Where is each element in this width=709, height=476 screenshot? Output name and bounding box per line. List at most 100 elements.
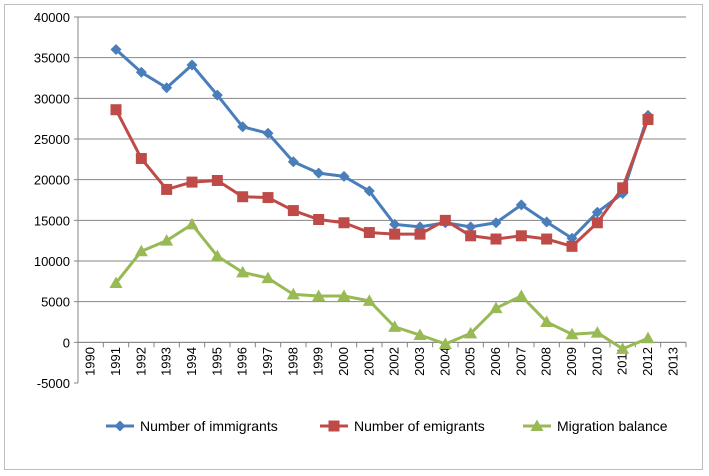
data-point: [616, 342, 630, 354]
legend-label: Migration balance: [557, 418, 668, 434]
data-point: [363, 185, 375, 197]
y-tick-label: -5000: [37, 376, 70, 391]
x-tick-label: 2008: [539, 347, 554, 376]
data-point: [110, 44, 122, 56]
x-tick-label: 2002: [387, 347, 402, 376]
data-point: [135, 66, 147, 78]
data-point: [211, 174, 223, 186]
y-tick-label: 30000: [34, 91, 70, 106]
x-tick-label: 1998: [285, 347, 300, 376]
x-tick-label: 2013: [665, 347, 680, 376]
data-point: [313, 214, 325, 226]
x-tick-label: 2007: [513, 347, 528, 376]
series-migration-balance: [109, 217, 655, 354]
x-tick-label: 1991: [108, 347, 123, 376]
data-point: [312, 289, 326, 301]
data-point: [286, 287, 300, 300]
data-point: [591, 206, 603, 218]
data-point: [490, 233, 502, 245]
data-point: [566, 240, 578, 252]
chart-frame: [4, 4, 703, 470]
series-line: [114, 222, 649, 351]
x-tick-label: 2001: [361, 347, 376, 376]
data-point: [186, 176, 198, 188]
data-point: [338, 170, 350, 182]
data-point: [362, 294, 376, 306]
axes: [74, 16, 687, 384]
legend-marker: [328, 420, 340, 432]
data-point: [540, 315, 554, 327]
y-tick-label: 25000: [34, 132, 70, 147]
data-point: [287, 205, 299, 217]
data-point: [262, 127, 274, 139]
data-point: [261, 271, 275, 284]
data-point: [161, 183, 173, 195]
data-point: [262, 192, 274, 204]
x-tick-label: 2012: [640, 347, 655, 376]
y-tick-label: 40000: [34, 10, 70, 25]
x-tick-label: 2006: [488, 347, 503, 376]
x-tick-label: 1990: [83, 347, 98, 376]
y-tick-label: 5000: [41, 295, 70, 310]
data-point: [514, 289, 528, 301]
data-point: [464, 326, 478, 339]
data-point: [591, 217, 603, 229]
data-point: [160, 234, 174, 246]
x-tick-label: 1992: [133, 347, 148, 376]
data-point: [414, 228, 426, 240]
gridlines: [78, 16, 686, 343]
x-tick-label: 1999: [311, 347, 326, 376]
series-line: [114, 109, 650, 248]
legend-marker: [114, 420, 126, 432]
data-point: [465, 221, 477, 233]
data-point: [134, 244, 148, 257]
x-tick-label: 2003: [412, 347, 427, 376]
legend-item: Migration balance: [523, 418, 668, 434]
data-point: [389, 228, 401, 240]
data-point: [641, 331, 655, 344]
data-point: [489, 301, 503, 314]
y-tick-label: 35000: [34, 51, 70, 66]
legend-label: Number of emigrants: [354, 418, 485, 434]
data-point: [617, 182, 629, 194]
data-point: [642, 113, 654, 125]
data-point: [185, 217, 199, 230]
data-point: [237, 121, 249, 133]
data-point: [337, 289, 351, 301]
legend-marker: [530, 419, 544, 431]
data-point: [338, 217, 350, 229]
x-tick-label: 1994: [184, 347, 199, 376]
data-point: [313, 167, 325, 179]
data-point: [413, 328, 427, 341]
data-point: [186, 59, 198, 71]
legend-item: Number of emigrants: [320, 418, 485, 434]
legend: Number of immigrants Number of emigrants M…: [106, 418, 668, 434]
data-point: [287, 156, 299, 168]
y-tick-label: 10000: [34, 254, 70, 269]
x-tick-label: 2000: [336, 347, 351, 376]
series-number-of-immigrants: [110, 44, 654, 244]
y-tick-label: 0: [63, 335, 70, 350]
data-point: [236, 265, 250, 278]
data-point: [161, 82, 173, 94]
x-tick-label: 1995: [209, 347, 224, 376]
x-tick-label: 2009: [564, 347, 579, 376]
x-tick-label: 1993: [159, 347, 174, 376]
series-line: [114, 48, 650, 240]
x-tick-label: 2010: [589, 347, 604, 376]
x-tick-label: 1997: [260, 347, 275, 376]
x-tick-labels: 1990 1991 1992 1993 1994 1995 1996 1997 1998 1999…: [83, 347, 681, 376]
data-point: [439, 214, 451, 226]
y-tick-label: 15000: [34, 213, 70, 228]
data-point: [237, 191, 249, 203]
series: [109, 44, 655, 354]
data-point: [465, 230, 477, 242]
x-tick-label: 2004: [437, 347, 452, 376]
x-tick-label: 2005: [463, 347, 478, 376]
legend-label: Number of immigrants: [140, 418, 278, 434]
x-tick-label: 2011: [615, 347, 630, 375]
y-tick-label: 20000: [34, 173, 70, 188]
data-point: [110, 104, 122, 116]
legend-item: Number of immigrants: [106, 418, 278, 434]
